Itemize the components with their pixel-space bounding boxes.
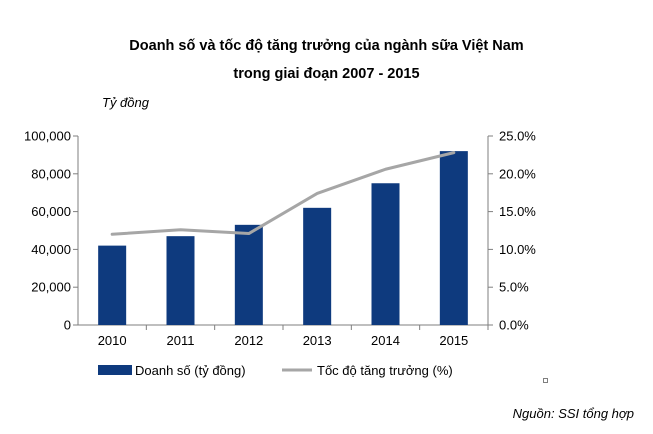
legend-swatch-revenue xyxy=(98,365,132,375)
left-tick-label: 60,000 xyxy=(31,204,71,219)
bar-2014 xyxy=(371,183,400,325)
bar-2011 xyxy=(166,236,195,325)
x-tick-label-2010: 2010 xyxy=(98,333,127,348)
left-tick-label: 0 xyxy=(64,318,71,333)
resize-handle-marker xyxy=(543,378,548,383)
bar-2012 xyxy=(234,224,263,325)
legend-label-growth: Tốc độ tăng trưởng (%) xyxy=(317,363,453,378)
left-tick-label: 80,000 xyxy=(31,166,71,181)
left-tick-label: 100,000 xyxy=(24,129,71,144)
right-tick-label: 10.0% xyxy=(499,242,536,257)
x-tick-label-2013: 2013 xyxy=(303,333,332,348)
bar-2013 xyxy=(303,207,332,325)
left-axis-unit-label: Tỷ đồng xyxy=(102,95,149,110)
right-tick-label: 5.0% xyxy=(499,280,529,295)
legend-label-revenue: Doanh số (tỷ đồng) xyxy=(135,363,246,378)
bar-2015 xyxy=(439,151,468,325)
x-tick-label-2015: 2015 xyxy=(439,333,468,348)
right-tick-label: 25.0% xyxy=(499,129,536,144)
right-tick-label: 20.0% xyxy=(499,166,536,181)
growth-rate-line xyxy=(110,151,456,236)
source-note: Nguồn: SSI tổng hợp xyxy=(512,406,634,421)
chart-title-line-2: trong giai đoạn 2007 - 2015 xyxy=(233,66,420,82)
x-tick-label-2014: 2014 xyxy=(371,333,400,348)
bar-2010 xyxy=(98,245,127,325)
x-tick-label-2011: 2011 xyxy=(167,333,195,348)
left-tick-label: 40,000 xyxy=(31,242,71,257)
left-tick-label: 20,000 xyxy=(31,280,71,295)
right-tick-label: 0.0% xyxy=(499,318,529,333)
right-tick-label: 15.0% xyxy=(499,204,536,219)
x-tick-label-2012: 2012 xyxy=(234,333,263,348)
chart-title-line-1: Doanh số và tốc độ tăng trưởng của ngành… xyxy=(129,38,524,54)
